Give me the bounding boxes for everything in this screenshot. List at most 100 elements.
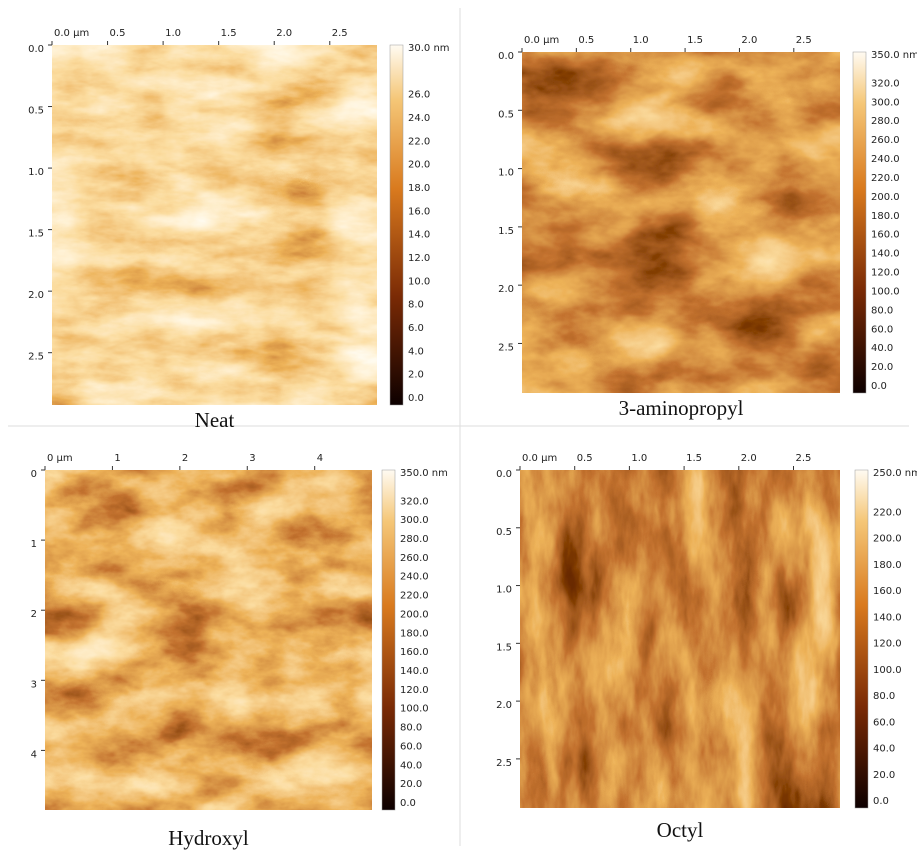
y-tick-label: 1 [31, 539, 37, 550]
colorbar-label: 20.0 [400, 779, 422, 790]
y-tick-label: 3 [31, 679, 37, 690]
x-tick-label: 1.0 [633, 35, 649, 46]
x-tick-label: 0.5 [577, 453, 593, 464]
y-tick-label: 1.5 [496, 642, 512, 653]
colorbar-label: 0.0 [408, 393, 424, 404]
caption: Neat [195, 408, 235, 432]
figure: 0.0 µm 0.5 1.0 1.5 2.0 2.5 0.0 0.5 1.0 1.5 2.0 2.5 3… [0, 0, 917, 854]
colorbar [853, 52, 866, 393]
colorbar-label: 160.0 [400, 647, 429, 658]
colorbar-label: 14.0 [408, 230, 430, 241]
colorbar-label: 180.0 [871, 211, 900, 222]
colorbar-label: 80.0 [873, 691, 895, 702]
x-tick-label: 2.5 [332, 28, 348, 39]
colorbar-label: 20.0 [408, 160, 430, 171]
colorbar-label: 100.0 [873, 665, 902, 676]
colorbar-label: 160.0 [871, 230, 900, 241]
x-tick-label: 3 [249, 453, 255, 464]
y-tick-label: 0.0 [496, 469, 512, 480]
x-tick-label: 1.5 [221, 28, 237, 39]
colorbar-label: 320.0 [871, 78, 900, 89]
caption: 3-aminopropyl [619, 396, 744, 420]
colorbar-label: 220.0 [871, 173, 900, 184]
y-tick-label: 0 [31, 469, 37, 480]
x-tick-label: 2.0 [276, 28, 292, 39]
y-tick-label: 1.0 [498, 168, 514, 179]
colorbar-label: 120.0 [871, 268, 900, 279]
y-tick-label: 0.0 [28, 44, 44, 55]
x-tick-label: 0.0 µm [524, 35, 559, 46]
colorbar-label: 300.0 [400, 515, 429, 526]
colorbar-label: 140.0 [873, 612, 902, 623]
colorbar-label: 350.0 nm [871, 50, 917, 61]
colorbar-label: 60.0 [873, 717, 895, 728]
colorbar-label: 60.0 [871, 324, 893, 335]
colorbar-label: 300.0 [871, 97, 900, 108]
colorbar-label: 180.0 [873, 560, 902, 571]
colorbar-label: 4.0 [408, 346, 424, 357]
colorbar-label: 250.0 nm [873, 468, 917, 479]
y-tick-label: 2.0 [496, 700, 512, 711]
y-tick-label: 0.5 [496, 527, 512, 538]
y-tick-label: 0.5 [498, 109, 514, 120]
colorbar-label: 220.0 [400, 591, 429, 602]
colorbar-label: 350.0 nm [400, 468, 448, 479]
x-tick-label: 1.0 [631, 453, 647, 464]
y-tick-label: 1.0 [496, 585, 512, 596]
colorbar-label: 60.0 [400, 741, 422, 752]
colorbar-label: 140.0 [871, 249, 900, 260]
y-tick-label: 2.5 [496, 758, 512, 769]
colorbar-label: 320.0 [400, 496, 429, 507]
caption: Octyl [657, 818, 704, 842]
colorbar-label: 40.0 [873, 744, 895, 755]
y-tick-label: 0.0 [498, 51, 514, 62]
afm-image [520, 470, 840, 808]
colorbar [390, 45, 403, 405]
y-tick-label: 2.0 [28, 290, 44, 301]
colorbar-label: 280.0 [871, 116, 900, 127]
colorbar-label: 2.0 [408, 370, 424, 381]
x-tick-label: 0.5 [110, 28, 126, 39]
colorbar-label: 120.0 [400, 685, 429, 696]
afm-image [45, 470, 372, 810]
colorbar [855, 470, 868, 808]
x-tick-label: 0.0 µm [522, 453, 557, 464]
colorbar-label: 0.0 [873, 796, 889, 807]
colorbar-label: 200.0 [873, 534, 902, 545]
colorbar-label: 12.0 [408, 253, 430, 264]
colorbar-label: 140.0 [400, 666, 429, 677]
afm-image [52, 45, 377, 405]
colorbar-label: 30.0 nm [408, 43, 450, 54]
colorbar-label: 240.0 [400, 572, 429, 583]
colorbar-label: 260.0 [400, 553, 429, 564]
y-tick-label: 0.5 [28, 106, 44, 117]
colorbar [382, 470, 395, 810]
x-tick-label: 0.0 µm [54, 28, 89, 39]
y-tick-label: 1.5 [28, 229, 44, 240]
colorbar-label: 16.0 [408, 206, 430, 217]
y-tick-label: 2.5 [28, 352, 44, 363]
y-tick-label: 1.5 [498, 226, 514, 237]
colorbar-label: 180.0 [400, 628, 429, 639]
x-tick-label: 0.5 [578, 35, 594, 46]
x-tick-label: 2.0 [741, 453, 757, 464]
colorbar-label: 0.0 [400, 798, 416, 809]
colorbar-label: 240.0 [871, 154, 900, 165]
colorbar-label: 160.0 [873, 586, 902, 597]
colorbar-label: 20.0 [871, 362, 893, 373]
colorbar-label: 100.0 [871, 286, 900, 297]
colorbar-label: 0.0 [871, 381, 887, 392]
colorbar-label: 260.0 [871, 135, 900, 146]
colorbar-label: 22.0 [408, 136, 430, 147]
colorbar-label: 100.0 [400, 704, 429, 715]
caption: Hydroxyl [168, 826, 249, 850]
page: {"panels": [ {"caption": "Neat", "xticks… [0, 0, 917, 854]
colorbar-label: 8.0 [408, 300, 424, 311]
x-tick-label: 1.5 [687, 35, 703, 46]
colorbar-label: 80.0 [871, 305, 893, 316]
colorbar-label: 26.0 [408, 90, 430, 101]
afm-image [522, 52, 840, 393]
colorbar-label: 10.0 [408, 276, 430, 287]
x-tick-label: 1.5 [686, 453, 702, 464]
colorbar-label: 80.0 [400, 723, 422, 734]
